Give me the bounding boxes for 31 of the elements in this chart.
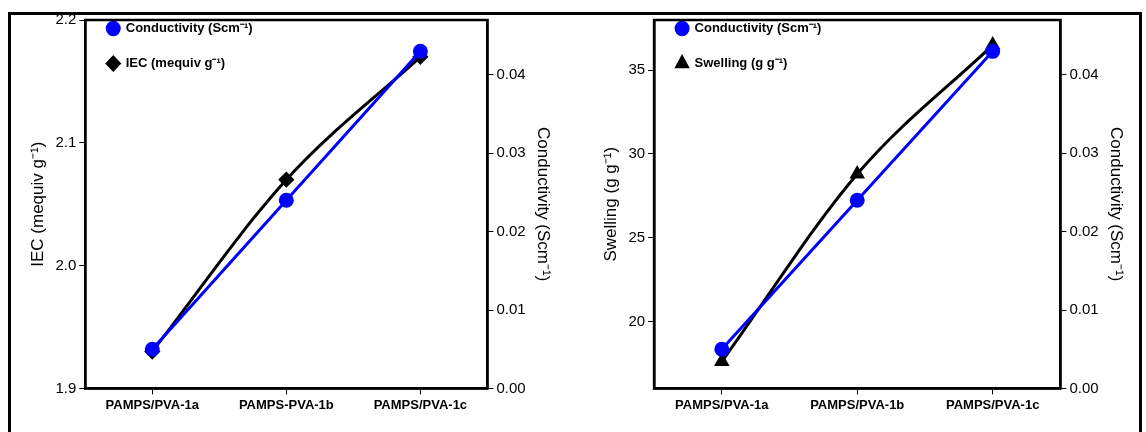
y2-tick-label: 0.01 bbox=[496, 300, 526, 318]
y2-tick-label: 0.03 bbox=[1069, 143, 1099, 161]
y2-tick-label: 0.00 bbox=[496, 378, 526, 396]
legend-label: Conductivity (Scm⁻¹) bbox=[125, 20, 253, 36]
y2-axis-title: Conductivity (Scm⁻¹) bbox=[1107, 127, 1127, 282]
x-tick-label: PAMPS/PVA-1a bbox=[105, 396, 200, 412]
legend-label: IEC (mequiv g⁻¹) bbox=[125, 55, 226, 71]
legend-label: Swelling (g g⁻¹) bbox=[694, 55, 788, 71]
y2-tick-label: 0.04 bbox=[496, 65, 526, 83]
y2-tick-label: 0.02 bbox=[1069, 221, 1099, 239]
legend-label: Conductivity (Scm⁻¹) bbox=[694, 20, 822, 36]
y2-axis-title: Conductivity (Scm⁻¹) bbox=[534, 127, 554, 282]
y2-tick-label: 0.03 bbox=[496, 143, 526, 161]
y-tick-label: 2.1 bbox=[55, 132, 77, 150]
y-axis-title: IEC (mequiv g⁻¹) bbox=[27, 141, 47, 267]
y-tick-label: 30 bbox=[628, 144, 646, 162]
y-tick-label: 35 bbox=[628, 60, 646, 78]
y-tick-label: 1.9 bbox=[55, 378, 77, 396]
x-tick-label: PAMPS/PVA-1a bbox=[675, 396, 770, 412]
y-tick-label: 20 bbox=[628, 311, 646, 329]
y2-tick-label: 0.00 bbox=[1069, 378, 1099, 396]
x-tick-label: PAMPS/PVA-1b bbox=[810, 396, 905, 412]
y-axis-title: Swelling (g g⁻¹) bbox=[600, 146, 620, 262]
x-tick-label: PAMPS/PVA-1c bbox=[373, 396, 468, 412]
y2-tick-label: 0.04 bbox=[1069, 65, 1099, 83]
y2-tick-label: 0.01 bbox=[1069, 300, 1099, 318]
y-tick-label: 2.0 bbox=[55, 255, 77, 273]
x-tick-label: PAMPS/PVA-1c bbox=[945, 396, 1040, 412]
x-tick-label: PAMPS-PVA-1b bbox=[238, 396, 334, 412]
y-tick-label: 25 bbox=[628, 227, 646, 245]
y2-tick-label: 0.02 bbox=[496, 221, 526, 239]
